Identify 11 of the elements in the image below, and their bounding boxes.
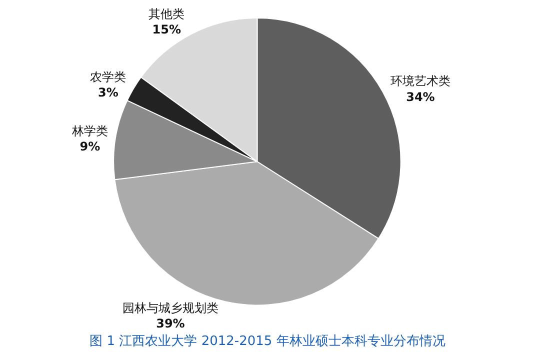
slice-label: 农学类 — [90, 70, 126, 84]
data-label: 34% — [406, 90, 435, 104]
slice-label: 林学类 — [70, 124, 108, 138]
slice-label: 园林与城乡规划类 — [122, 301, 218, 316]
data-label: 3% — [98, 85, 118, 100]
slice-label: 其他类 — [148, 7, 185, 22]
data-label: 15% — [152, 22, 181, 37]
text: 图 1 江西农业大学 2012-2015 年林业硕士本科专业分布情况 — [90, 334, 446, 349]
slice-label: 环境艺术类 — [390, 74, 450, 88]
data-label: 39% — [156, 316, 185, 331]
data-label: 9% — [80, 140, 100, 154]
